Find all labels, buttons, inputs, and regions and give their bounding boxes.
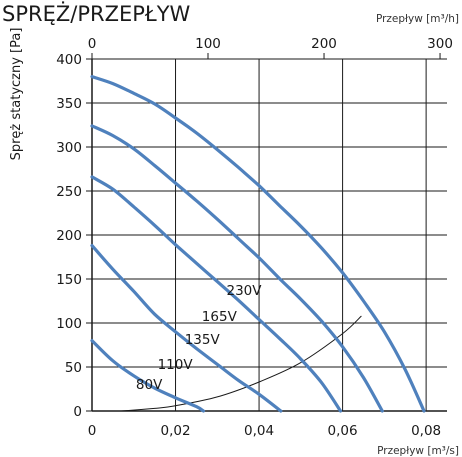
x-axis-label: Przepływ [m³/s] <box>377 445 459 457</box>
x2-tick-label: 0 <box>88 36 97 52</box>
y-tick-label: 50 <box>65 360 82 376</box>
y-tick-label: 100 <box>56 316 82 332</box>
x-tick-label: 0 <box>88 423 97 439</box>
grid <box>86 53 447 412</box>
x-tick-label: 0,04 <box>244 423 274 439</box>
fan-curve-110v <box>90 244 283 413</box>
y-tick-label: 150 <box>56 272 82 288</box>
system-curve-layer <box>121 315 362 412</box>
fan-curves <box>90 75 426 413</box>
y-axis-label: Spręż statyczny [Pa] <box>9 28 24 161</box>
x-tick-label: 0,02 <box>160 423 190 439</box>
curve-label-110v: 110V <box>158 357 194 373</box>
curve-label-165v: 165V <box>202 309 238 325</box>
system-curve <box>121 315 362 412</box>
fan-curve-135v <box>90 175 343 413</box>
y-tick-label: 400 <box>56 52 82 68</box>
y-tick-label: 250 <box>56 184 82 200</box>
curve-label-80v: 80V <box>136 377 163 393</box>
axis-ticks: 0 0,02 0,04 0,06 0,08 0 50 100 150 200 250 300 350 40… <box>56 36 453 439</box>
fan-curve-230v <box>90 75 426 413</box>
y-tick-label: 300 <box>56 140 82 156</box>
y-tick-label: 0 <box>73 404 82 420</box>
x2-tick-label: 100 <box>195 36 221 52</box>
y-tick-label: 200 <box>56 228 82 244</box>
fan-curve-165v <box>90 124 384 413</box>
x2-tick-label: 200 <box>311 36 337 52</box>
top-axis-label: Przepływ [m³/h] <box>376 13 459 25</box>
curve-labels: 80V 110V 135V 165V 230V <box>136 283 262 393</box>
curve-label-135v: 135V <box>185 332 221 348</box>
x-tick-label: 0,08 <box>411 423 441 439</box>
y-tick-label: 350 <box>56 96 82 112</box>
fan-curve-80v <box>90 339 206 413</box>
x2-tick-label: 300 <box>427 36 453 52</box>
chart-title: SPRĘŻ/PRZEPŁYW <box>2 1 191 26</box>
x-tick-label: 0,06 <box>328 423 358 439</box>
curve-label-230v: 230V <box>227 283 263 299</box>
